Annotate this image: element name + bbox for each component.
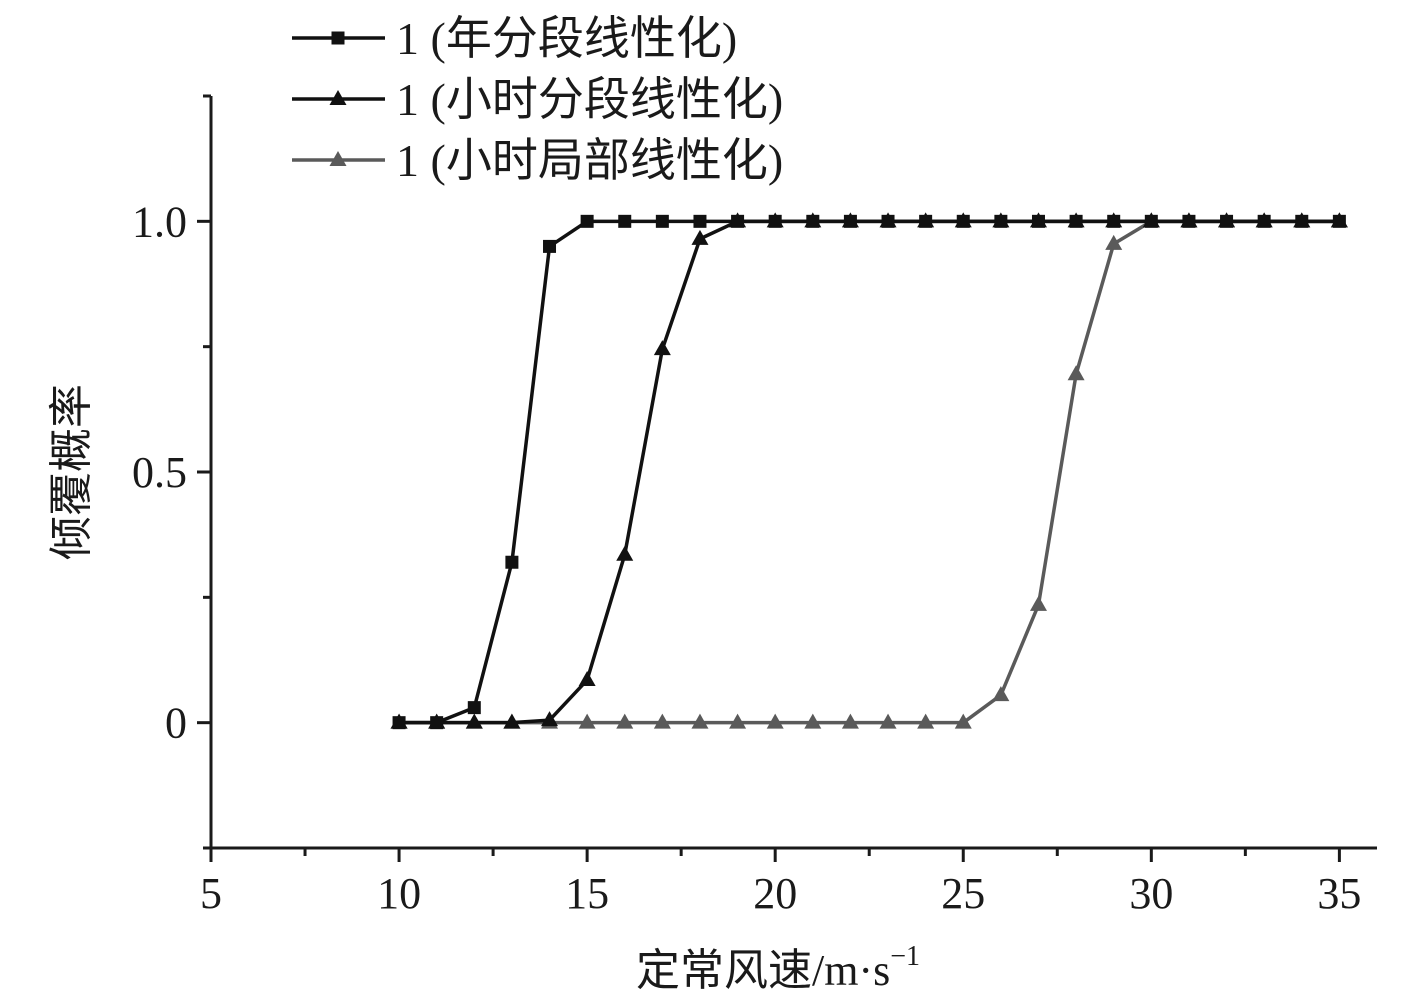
legend-marker [331, 31, 345, 45]
series-1-line [399, 219, 1340, 725]
series-3-point [1105, 234, 1123, 250]
x-axis-title-superscript: −1 [890, 941, 920, 972]
legend-item-1: 1 (年分段线性化) [292, 13, 737, 64]
series-1-point [806, 214, 820, 228]
series-1-point [693, 214, 707, 228]
legend-marker [329, 90, 347, 105]
series-2 [390, 212, 1348, 729]
series-1-point [505, 555, 519, 569]
y-tick-label: 1.0 [132, 197, 187, 246]
legend-label: 1 (小时分段线性化) [396, 74, 783, 125]
series-3 [390, 212, 1348, 729]
series-1-point [392, 716, 406, 730]
series-3-point [766, 713, 784, 729]
series-1-point [1069, 214, 1083, 228]
series-1-point [1257, 214, 1271, 228]
series-3-point [954, 713, 972, 729]
series-1-point [843, 214, 857, 228]
series-2-point [691, 229, 709, 245]
series-1-point [768, 214, 782, 228]
series-1-point [1220, 214, 1234, 228]
y-tick-label: 0 [165, 699, 187, 748]
series-2-point [465, 713, 483, 729]
series-layer [390, 212, 1348, 730]
series-2-point [578, 671, 596, 687]
series-1-point [1295, 214, 1309, 228]
x-tick-label: 35 [1317, 869, 1361, 918]
series-1-point [1332, 214, 1346, 228]
series-3-point [578, 713, 596, 729]
series-1-point [956, 214, 970, 228]
series-3-point [1067, 365, 1085, 381]
series-3-point [729, 713, 747, 729]
x-tick-label: 10 [377, 869, 421, 918]
x-tick-label: 15 [565, 869, 609, 918]
series-1-point [994, 214, 1008, 228]
legend-item-3: 1 (小时局部线性化) [292, 135, 783, 186]
series-1-point [1144, 214, 1158, 228]
series-2-point [541, 711, 559, 727]
series-3-point [653, 713, 671, 729]
series-3-point [1029, 595, 1047, 611]
x-tick-label: 5 [200, 869, 222, 918]
series-1-point [543, 239, 557, 253]
series-1-point [1107, 214, 1121, 228]
x-tick-label: 20 [753, 869, 797, 918]
series-2-point [653, 340, 671, 356]
y-tick-label: 0.5 [132, 448, 187, 497]
series-2-point [503, 713, 521, 729]
series-3-point [917, 713, 935, 729]
x-axis-title-main: 定常风速/m·s [636, 946, 890, 995]
legend-item-2: 1 (小时分段线性化) [292, 74, 783, 125]
series-3-point [992, 686, 1010, 702]
series-3-point [691, 713, 709, 729]
legend-label: 1 (年分段线性化) [396, 13, 737, 64]
series-1-point [919, 214, 933, 228]
series-2-line [399, 219, 1340, 725]
x-axis-title: 定常风速/m·s−1 [636, 941, 920, 995]
series-1-point [1031, 214, 1045, 228]
series-3-point [804, 713, 822, 729]
legend-label: 1 (小时局部线性化) [396, 135, 783, 186]
series-1-point [580, 214, 594, 228]
series-3-point [879, 713, 897, 729]
series-1 [392, 214, 1346, 730]
series-3-point [841, 713, 859, 729]
series-1-point [1182, 214, 1196, 228]
series-1-point [618, 214, 632, 228]
series-1-point [731, 214, 745, 228]
x-tick-label: 30 [1129, 869, 1173, 918]
axes: 5 10 15 20 25 30 35 0 0.5 1.0 [132, 94, 1377, 918]
series-3-line [399, 219, 1340, 725]
series-1-point [467, 701, 481, 715]
series-1-point [881, 214, 895, 228]
y-axis-title: 倾覆概率 [47, 384, 96, 560]
x-tick-label: 25 [941, 869, 985, 918]
series-2-point [616, 545, 634, 561]
series-1-point [655, 214, 669, 228]
legend-marker [329, 151, 347, 166]
series-3-point [616, 713, 634, 729]
legend: 1 (年分段线性化) 1 (小时分段线性化) 1 (小时局部线性化) [292, 13, 783, 186]
series-1-point [430, 716, 444, 730]
